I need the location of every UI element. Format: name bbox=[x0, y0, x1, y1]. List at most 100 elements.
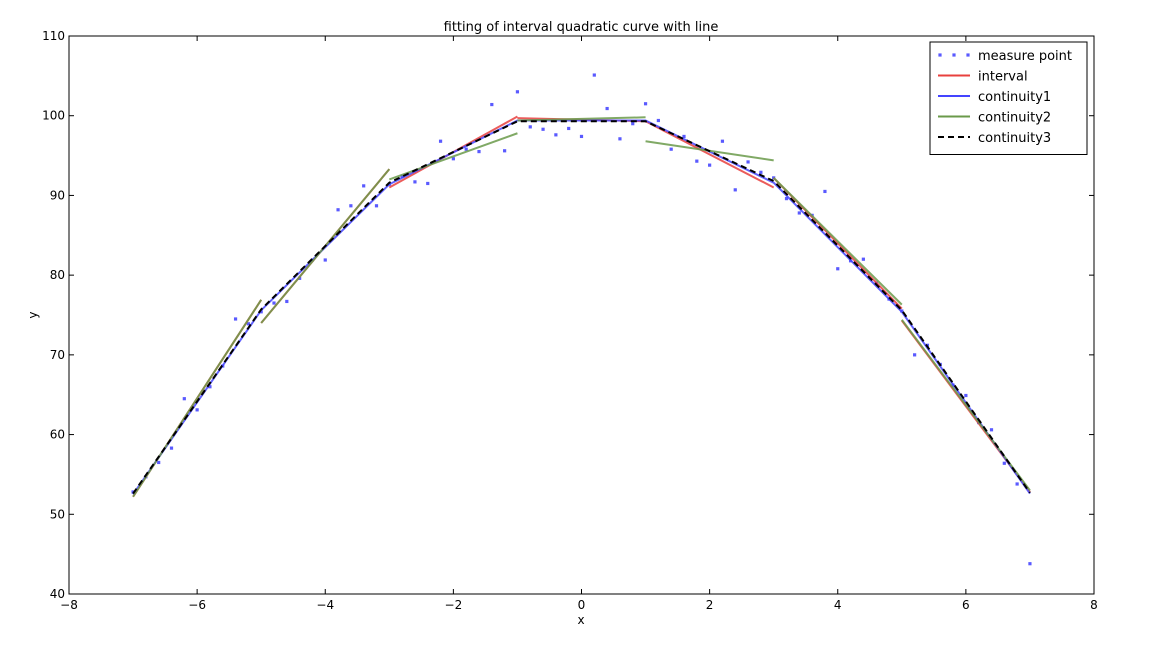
x-tick-label: 0 bbox=[578, 598, 586, 612]
measure-point bbox=[503, 149, 507, 153]
continuity1-line-segment bbox=[132, 119, 1031, 495]
measure-point bbox=[426, 181, 430, 186]
measure-point bbox=[272, 301, 276, 305]
axes: −8 −6 −4 −2 0 2 4 6 8 40 50 60 70 80 90 100 110 bbox=[42, 29, 1098, 612]
measure-point bbox=[759, 170, 763, 174]
measure-point bbox=[643, 102, 648, 106]
measure-point bbox=[656, 118, 660, 123]
measure-point bbox=[733, 188, 737, 192]
plot-area bbox=[131, 73, 1032, 566]
measure-point bbox=[784, 197, 789, 201]
measure-point bbox=[362, 184, 366, 188]
y-tick-label: 70 bbox=[50, 348, 65, 362]
measure-point bbox=[182, 397, 186, 401]
chart-title: fitting of interval quadratic curve with… bbox=[444, 20, 719, 35]
measure-point bbox=[169, 446, 174, 450]
measure-point bbox=[528, 125, 532, 129]
measure-point bbox=[1015, 482, 1019, 486]
continuity2-line-segment bbox=[901, 319, 1031, 491]
measure-point bbox=[323, 258, 327, 262]
legend-item: continuity1 bbox=[938, 90, 1051, 105]
measure-point bbox=[541, 127, 545, 131]
measure-point bbox=[964, 393, 968, 398]
measure-point bbox=[438, 139, 443, 143]
legend-label: continuity1 bbox=[978, 90, 1051, 105]
measure-point bbox=[823, 189, 827, 194]
measure-point bbox=[861, 257, 865, 261]
measure-point bbox=[708, 163, 712, 167]
x-tick-label: 8 bbox=[1090, 598, 1098, 612]
continuity2-line-segment bbox=[772, 177, 903, 306]
continuity2-line-segment bbox=[132, 299, 263, 498]
series-continuity1 bbox=[132, 119, 1031, 495]
legend-marker bbox=[966, 53, 970, 57]
measure-point bbox=[797, 211, 801, 215]
measure-point bbox=[1028, 562, 1032, 566]
measure-point bbox=[669, 147, 673, 151]
y-tick-label: 80 bbox=[50, 268, 65, 282]
legend-item: measure point bbox=[938, 49, 1072, 64]
legend-label: continuity3 bbox=[978, 131, 1051, 146]
y-tick-label: 90 bbox=[50, 188, 65, 202]
y-axis-label: y bbox=[26, 311, 40, 318]
legend-item: continuity2 bbox=[938, 111, 1051, 126]
x-tick-label: 4 bbox=[834, 598, 842, 612]
measure-point bbox=[618, 137, 622, 141]
measure-point bbox=[233, 317, 238, 321]
interval-line-segment bbox=[645, 120, 775, 189]
x-tick-label: −8 bbox=[60, 598, 78, 612]
continuity2-line-segment bbox=[517, 116, 646, 122]
measure-point bbox=[400, 174, 404, 178]
legend-label: interval bbox=[978, 70, 1028, 85]
x-tick-label: −2 bbox=[445, 598, 463, 612]
measure-point bbox=[477, 149, 481, 154]
series-continuity2 bbox=[132, 116, 1031, 498]
legend-item: continuity3 bbox=[938, 131, 1051, 146]
measure-point bbox=[285, 299, 289, 304]
legend-label: measure point bbox=[978, 49, 1072, 64]
measure-point bbox=[631, 122, 635, 126]
measure-point bbox=[579, 134, 584, 139]
measure-point bbox=[208, 385, 212, 389]
y-tick-label: 60 bbox=[50, 428, 65, 442]
continuity3-line-segment bbox=[132, 120, 1031, 495]
measure-point bbox=[451, 157, 455, 161]
measure-point bbox=[490, 102, 494, 107]
series-continuity3 bbox=[132, 120, 1031, 495]
measure-point bbox=[336, 208, 340, 212]
measure-point bbox=[349, 204, 353, 208]
measure-point bbox=[592, 73, 596, 77]
series-measure-point bbox=[131, 73, 1032, 566]
y-tick-label: 110 bbox=[42, 29, 65, 43]
legend-box bbox=[929, 41, 1088, 155]
measure-point bbox=[772, 176, 776, 180]
measure-point bbox=[246, 322, 250, 326]
legend-item: interval bbox=[938, 70, 1028, 85]
legend-label: continuity2 bbox=[978, 111, 1051, 126]
legend-marker bbox=[952, 53, 956, 57]
measure-point bbox=[464, 147, 468, 151]
measure-point bbox=[195, 408, 199, 412]
legend-marker bbox=[938, 53, 942, 57]
measure-point bbox=[682, 134, 686, 139]
measure-point bbox=[157, 460, 161, 465]
measure-point bbox=[695, 159, 699, 163]
x-tick-label: −4 bbox=[316, 598, 334, 612]
measure-point bbox=[554, 133, 558, 137]
measure-point bbox=[567, 126, 571, 131]
measure-point bbox=[720, 139, 725, 143]
x-tick-label: 2 bbox=[706, 598, 714, 612]
measure-point bbox=[989, 428, 994, 432]
measure-point bbox=[605, 106, 609, 111]
y-tick-label: 40 bbox=[50, 587, 65, 601]
measure-point bbox=[746, 160, 750, 164]
y-tick-label: 50 bbox=[50, 507, 65, 521]
measure-point bbox=[913, 353, 917, 357]
continuity2-line-segment bbox=[388, 132, 518, 181]
measure-point bbox=[413, 180, 417, 184]
x-tick-label: 6 bbox=[962, 598, 970, 612]
legend: measure point interval continuity1 continui… bbox=[929, 41, 1088, 155]
x-tick-label: −6 bbox=[188, 598, 206, 612]
